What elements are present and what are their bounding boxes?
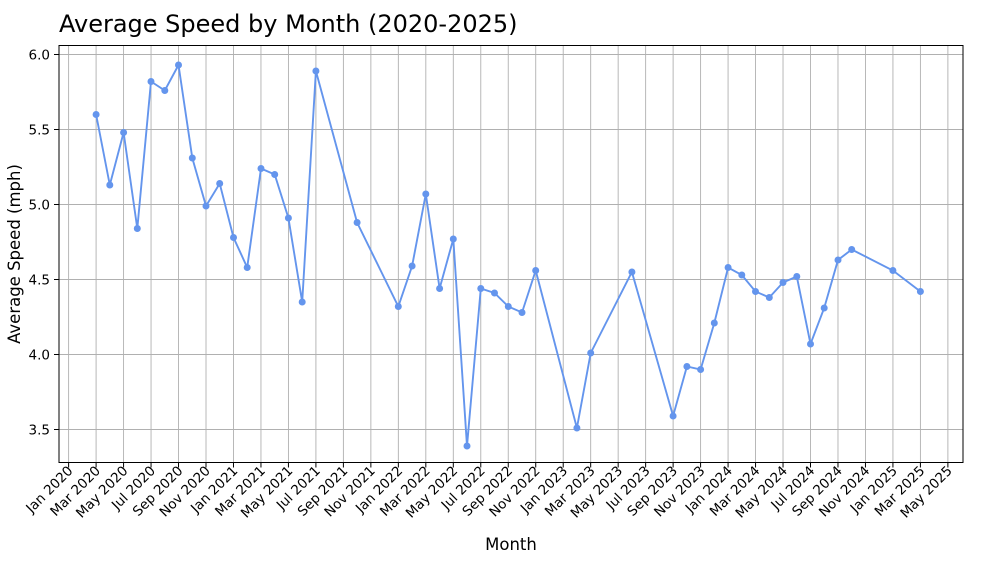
y-tick-labels: 6.0 5.5 5.0 4.5 4.0 3.5 — [29, 48, 50, 439]
data-point — [628, 268, 636, 276]
data-point — [848, 246, 856, 253]
y-axis-label: Average Speed (mph) — [5, 164, 24, 344]
data-point — [449, 235, 457, 243]
data-points — [92, 61, 924, 450]
data-point — [491, 289, 498, 297]
data-point — [889, 267, 897, 274]
data-point — [312, 67, 320, 75]
data-point — [394, 303, 402, 310]
data-point — [161, 87, 169, 94]
data-point — [216, 180, 224, 187]
y-tick-label: 4.0 — [29, 348, 50, 364]
y-tick-label: 5.5 — [29, 123, 50, 139]
data-point — [807, 340, 814, 348]
data-point — [463, 442, 471, 450]
y-tick-label: 4.5 — [29, 273, 50, 289]
data-point — [230, 234, 237, 241]
data-point — [765, 294, 773, 301]
axis-ticks — [54, 54, 949, 468]
data-point — [284, 214, 292, 222]
data-point — [120, 129, 128, 136]
data-point — [147, 78, 155, 85]
data-point — [587, 349, 595, 357]
data-point — [188, 154, 196, 162]
data-point — [573, 424, 581, 432]
data-point — [820, 304, 828, 312]
data-point — [738, 271, 746, 279]
data-point — [669, 412, 677, 420]
data-point — [752, 288, 759, 295]
data-point — [175, 61, 182, 69]
data-point — [408, 262, 416, 270]
data-point — [422, 190, 430, 198]
grid — [59, 45, 963, 463]
data-point — [298, 298, 306, 306]
y-tick-label: 5.0 — [29, 198, 50, 214]
data-point — [532, 267, 540, 274]
data-point — [257, 165, 265, 172]
data-point — [92, 111, 100, 118]
data-point — [202, 202, 210, 210]
data-point — [436, 285, 444, 292]
y-tick-label: 6.0 — [29, 48, 50, 64]
data-point — [724, 264, 732, 271]
plot-frame — [58, 45, 964, 463]
data-point — [710, 319, 718, 327]
data-point — [353, 219, 361, 226]
data-point — [518, 309, 526, 316]
data-point — [106, 181, 114, 189]
data-point — [683, 363, 691, 370]
data-point — [133, 225, 141, 232]
data-point — [793, 273, 801, 280]
data-point — [916, 288, 924, 295]
data-point — [504, 303, 512, 310]
chart-title: Average Speed by Month (2020-2025) — [59, 10, 518, 38]
data-point — [697, 366, 705, 373]
data-point — [243, 264, 251, 271]
data-point — [477, 285, 485, 292]
data-point — [834, 256, 842, 264]
x-axis-label: Month — [485, 535, 537, 554]
data-point — [271, 171, 279, 178]
y-tick-label: 3.5 — [29, 423, 50, 439]
data-point — [779, 279, 787, 286]
